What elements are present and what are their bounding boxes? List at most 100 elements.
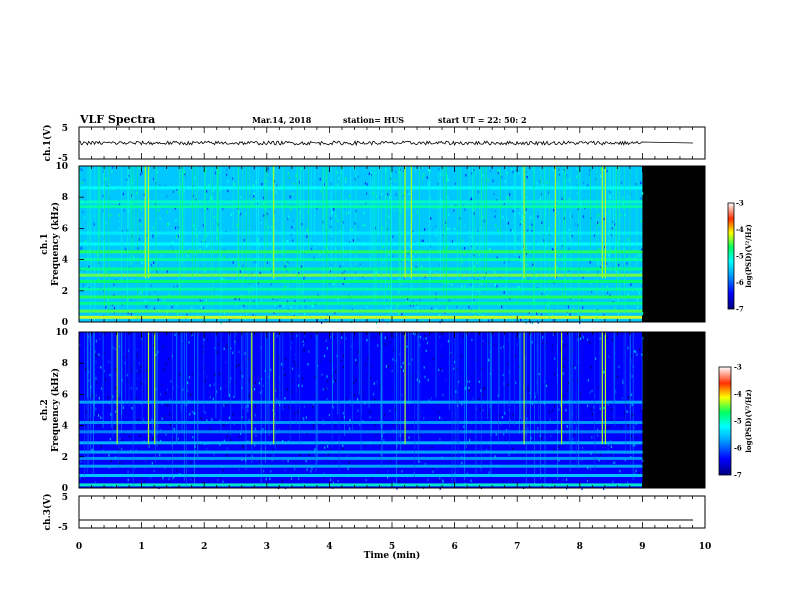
colorbar-tick-label: -7 [736,305,744,314]
spectrogram-noise-speck [398,312,400,316]
spectrogram-noise-speck [364,381,366,385]
spectrogram-streak [571,332,573,455]
spectrogram-noise-speck [327,445,329,448]
spectrogram-noise-speck [282,440,284,443]
spectrogram-noise-speck [211,196,213,200]
spectrogram-noise-speck [172,190,174,194]
spectrogram-noise-speck [354,178,356,181]
spectrogram-noise-speck [143,193,145,197]
spectrogram-noise-speck [336,171,338,174]
spectrogram-streak [176,332,178,445]
spectrogram-noise-speck [580,203,582,206]
spectrogram-noise-speck [147,304,149,307]
spectrogram-noise-speck [170,380,172,383]
spectrogram-noise-speck [525,252,527,255]
spectrogram-noise-speck [104,475,106,479]
spectrogram-noise-speck [412,252,414,255]
spectrogram-streak [300,166,301,262]
spectrogram-noise-speck [447,227,449,231]
spectrogram-noise-speck [191,438,194,441]
spectrogram-streak [283,166,285,294]
spectrogram-noise-speck [505,429,508,432]
spectrogram-streak [570,166,572,301]
spectrogram-noise-speck [114,347,116,351]
spectrogram-band [79,250,643,254]
spectrogram-noise-speck [327,452,329,456]
spectrogram-noise-speck [579,425,581,428]
spectrogram-noise-speck [496,284,498,288]
spectrogram-noise-speck [155,387,157,391]
spectrogram-noise-speck [488,460,491,463]
spectrogram-noise-speck [598,458,600,462]
spectrogram-noise-speck [173,285,175,288]
spectrogram-streak [454,332,456,486]
spectrogram-noise-speck [118,461,120,464]
spectrogram-noise-speck [220,321,222,324]
spectrogram-noise-speck [194,357,196,360]
spectrogram-noise-speck [634,256,636,259]
spectrogram-noise-speck [351,229,353,232]
spectrogram-noise-speck [334,335,336,338]
spectrogram-noise-speck [569,313,571,316]
spectrogram-noise-speck [238,363,240,367]
spectrogram-noise-speck [468,485,470,489]
spectrogram-noise-speck [105,177,107,181]
spectrogram-noise-speck [274,304,277,307]
spectrogram-noise-speck [438,368,440,372]
colorbar-tick-label: -7 [734,471,742,480]
spectrogram-noise-speck [606,285,608,288]
spectrogram-noise-speck [336,354,338,358]
spectrogram-noise-speck [392,390,394,393]
spectrogram-noise-speck [123,209,125,212]
frequency-tick-label: 8 [62,359,68,369]
spectrogram-impulse [561,332,563,445]
spectrogram-streak [373,166,375,304]
spectrogram-noise-speck [259,271,261,275]
spectrogram-streak [594,332,596,471]
spectrogram-noise-speck [225,432,227,436]
ch2-colorbar-label: log(PSD)(V²/Hz) [744,389,753,453]
spectrogram-noise-speck [624,411,626,415]
spectrogram-noise-speck [408,362,410,365]
spectrogram-noise-speck [579,413,581,417]
spectrogram-noise-speck [408,436,410,439]
spectrogram-streak [509,332,510,448]
spectrogram-noise-speck [263,384,265,387]
spectrogram-noise-speck [196,235,198,238]
spectrogram-streak [509,332,511,406]
spectrogram-noise-speck [359,265,362,268]
spectrogram-noise-speck [435,234,437,237]
spectrogram-noise-speck [293,182,295,186]
spectrogram-noise-speck [222,480,224,483]
spectrogram-noise-speck [577,338,579,342]
spectrogram-noise-speck [588,173,590,176]
spectrogram-noise-speck [303,300,305,303]
spectrogram-noise-speck [115,463,117,466]
spectrogram-noise-speck [378,346,380,349]
spectrogram-noise-speck [341,359,343,362]
spectrogram-noise-speck [173,475,175,479]
spectrogram-noise-speck [589,341,591,344]
spectrogram-noise-speck [425,337,427,340]
spectrogram-noise-speck [519,214,521,218]
spectrogram-noise-speck [306,433,308,436]
spectrogram-noise-speck [526,196,528,199]
spectrogram-noise-speck [308,350,310,353]
spectrogram-noise-speck [130,298,132,302]
spectrogram-noise-speck [447,282,449,285]
spectrogram-noise-speck [217,342,220,346]
spectrogram-noise-speck [443,298,445,302]
spectrogram-noise-speck [591,389,593,393]
spectrogram-noise-speck [140,208,143,212]
spectrogram-band [79,273,643,277]
spectrogram-noise-speck [637,254,640,257]
spectrogram-noise-speck [493,344,495,347]
spectrogram-noise-speck [147,389,149,393]
spectrogram-noise-speck [618,307,620,311]
spectrogram-streak [469,166,470,279]
spectrogram-noise-speck [492,240,495,244]
spectrogram-noise-speck [258,306,260,310]
spectrogram-noise-speck [349,194,351,198]
spectrogram-noise-speck [104,378,106,382]
